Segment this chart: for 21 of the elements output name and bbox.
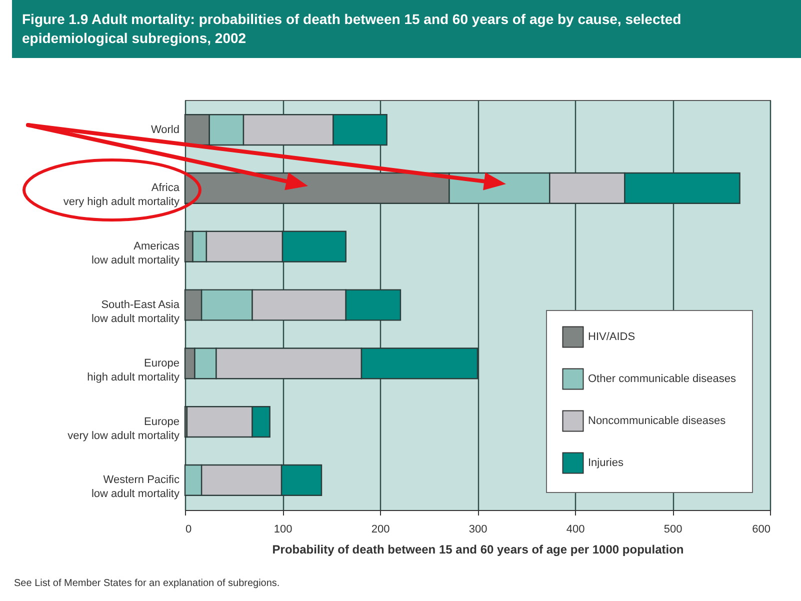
x-tick-label: 300 (468, 524, 488, 536)
legend-label: Other communicable diseases (588, 373, 736, 385)
y-tick-label: Africa very high adult mortality (63, 182, 180, 208)
legend-label: Noncommunicable diseases (588, 415, 726, 427)
x-tick-label: 500 (664, 524, 682, 536)
text: See List of Member States for an explanation of subregions. (14, 578, 280, 589)
y-tick-label: South-East Asia low adult mortality (91, 299, 180, 325)
legend-label: Injuries (588, 457, 624, 469)
x-tick-label: 100 (274, 524, 292, 536)
x-tick-label: 400 (566, 524, 585, 536)
x-tick-label: 600 (752, 524, 770, 536)
x-tick-label: 200 (371, 524, 390, 536)
y-tick-label: World (150, 124, 180, 136)
x-tick-label: 0 (186, 524, 192, 536)
x-axis-title: Probability of death between 15 and 60 years of age per 1000 population (272, 542, 684, 556)
chart-title: Figure 1.9 Adult mortality: probabilities of death between 15 and 60 years of age by cause, selected epidemiological subregions, 2002 (12, 0, 801, 58)
y-tick-label: Europe high adult mortality (87, 357, 180, 384)
y-tick-label: Americas low adult mortality (91, 240, 180, 267)
y-tick-label: Europe very low adult mortality (68, 416, 180, 442)
y-tick-label: Western Pacific low adult mortality (91, 474, 180, 500)
legend-label: HIV/AIDS (588, 331, 636, 343)
